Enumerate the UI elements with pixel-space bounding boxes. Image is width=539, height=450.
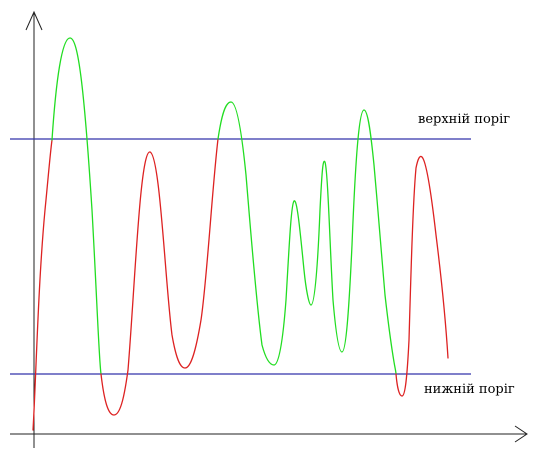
y-axis (25, 10, 43, 448)
signal-segment-peak-1 (51, 37, 102, 375)
signal-segment-trough-1 (100, 138, 219, 416)
signal-curve (32, 37, 449, 431)
signal-segment-tail (395, 155, 449, 397)
signal-segment-peak-3 (357, 109, 397, 375)
upper-threshold-label: верхній поріг (418, 112, 510, 127)
x-axis (10, 425, 528, 443)
signal-segment-peak-2 (217, 101, 359, 366)
signal-segment-rising-start (32, 139, 53, 431)
lower-threshold-label: нижній поріг (424, 382, 515, 397)
